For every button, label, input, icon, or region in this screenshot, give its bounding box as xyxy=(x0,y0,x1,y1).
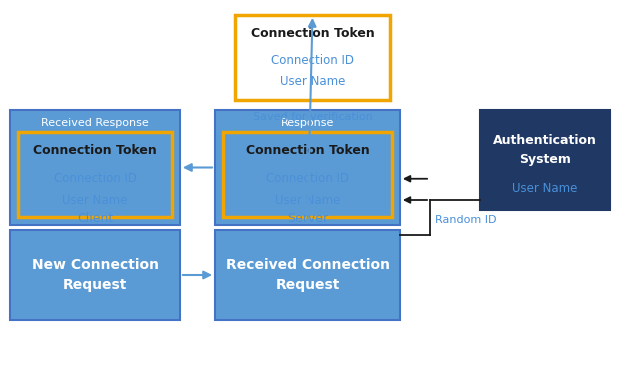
Text: Client: Client xyxy=(77,212,113,224)
Bar xyxy=(480,110,610,210)
Bar xyxy=(215,230,400,320)
Text: User Name: User Name xyxy=(280,75,345,88)
Bar xyxy=(223,132,392,217)
Text: Random ID: Random ID xyxy=(435,215,497,225)
Text: Connection ID: Connection ID xyxy=(53,172,136,185)
Text: Connection Token: Connection Token xyxy=(250,27,374,40)
Bar xyxy=(10,110,180,225)
Text: Connection ID: Connection ID xyxy=(271,54,354,67)
Text: Connection ID: Connection ID xyxy=(266,172,349,185)
Text: Response: Response xyxy=(281,118,334,128)
Text: Received Response: Received Response xyxy=(41,118,149,128)
Bar xyxy=(235,15,390,100)
Text: Authentication
System: Authentication System xyxy=(493,135,597,166)
Text: Connection Token: Connection Token xyxy=(246,144,370,157)
Text: User Name: User Name xyxy=(63,193,128,206)
Text: User Name: User Name xyxy=(275,193,340,206)
Text: User Name: User Name xyxy=(512,182,578,195)
Text: Received Connection
Request: Received Connection Request xyxy=(226,258,389,292)
Text: Connection Token: Connection Token xyxy=(33,144,157,157)
Text: Server: Server xyxy=(287,212,328,224)
Text: New Connection
Request: New Connection Request xyxy=(32,258,159,292)
Bar xyxy=(10,230,180,320)
Bar xyxy=(18,132,172,217)
Bar xyxy=(215,110,400,225)
Text: Saved for verification: Saved for verification xyxy=(252,112,373,122)
